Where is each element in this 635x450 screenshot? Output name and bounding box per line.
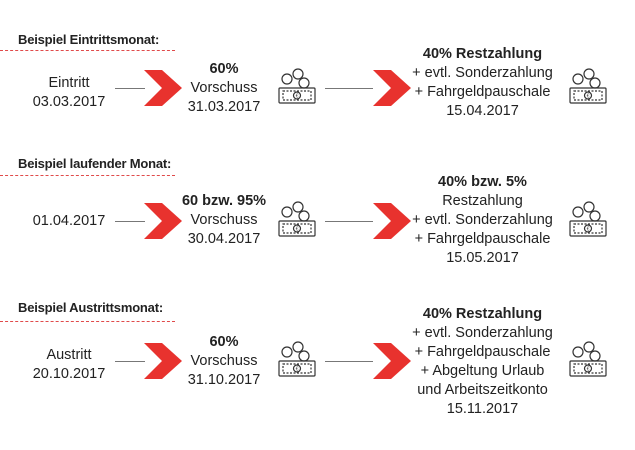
connector-line — [325, 221, 373, 222]
start-label: Austritt — [46, 347, 92, 363]
section-divider — [0, 175, 175, 176]
start-block-entry: Eintritt 03.03.2017 — [20, 74, 118, 112]
section-title-entry: Beispiel Eintrittsmonat: — [18, 32, 160, 47]
final-date: 15.11.2017 — [446, 401, 519, 417]
final-line: + evtl. Sonderzahlung — [412, 325, 553, 341]
advance-percent: 60% — [209, 334, 239, 350]
section-divider — [0, 321, 175, 322]
svg-text:€: € — [587, 94, 590, 100]
final-block-current: 40% bzw. 5% Restzahlung + evtl. Sonderza… — [400, 173, 565, 268]
svg-text:€: € — [587, 367, 590, 373]
money-coins-icon: € — [569, 341, 607, 377]
final-heading: 40% Restzahlung — [422, 306, 543, 322]
start-date: 20.10.2017 — [32, 366, 106, 382]
chevron-right-arrow-icon — [373, 343, 411, 379]
svg-text:€: € — [587, 227, 590, 233]
advance-label: Vorschuss — [190, 80, 258, 96]
connector-line — [115, 88, 145, 89]
final-line: + Fahrgeldpauschale — [414, 84, 551, 100]
chevron-right-arrow-icon — [144, 343, 182, 379]
final-line: + Abgeltung Urlaub — [420, 363, 545, 379]
start-label: Eintritt — [48, 75, 90, 91]
final-line: + evtl. Sonderzahlung — [412, 65, 553, 81]
advance-date: 30.04.2017 — [187, 231, 261, 247]
svg-text:€: € — [296, 367, 299, 373]
start-date: 01.04.2017 — [32, 213, 106, 229]
chevron-right-arrow-icon — [373, 70, 411, 106]
final-heading: 40% Restzahlung — [422, 46, 543, 62]
final-line: und Arbeitszeitkonto — [417, 382, 548, 398]
money-coins-icon: € — [278, 68, 316, 104]
advance-percent: 60% — [209, 61, 239, 77]
money-coins-icon: € — [278, 201, 316, 237]
final-heading: 40% bzw. 5% — [438, 174, 527, 190]
final-line: + Fahrgeldpauschale — [414, 344, 551, 360]
money-coins-icon: € — [278, 341, 316, 377]
final-line: Restzahlung — [442, 193, 523, 209]
section-title-exit: Beispiel Austrittsmonat: — [18, 300, 163, 315]
section-title-current: Beispiel laufender Monat: — [18, 156, 172, 171]
connector-line — [325, 88, 373, 89]
money-coins-icon: € — [569, 68, 607, 104]
advance-date: 31.10.2017 — [187, 372, 261, 388]
advance-label: Vorschuss — [190, 353, 258, 369]
advance-label: Vorschuss — [190, 212, 258, 228]
advance-block-exit: 60% Vorschuss 31.10.2017 — [170, 333, 278, 390]
svg-text:€: € — [296, 94, 299, 100]
advance-block-entry: 60% Vorschuss 31.03.2017 — [170, 60, 278, 117]
final-block-exit: 40% Restzahlung + evtl. Sonderzahlung + … — [400, 305, 565, 419]
chevron-right-arrow-icon — [144, 203, 182, 239]
final-line: + Fahrgeldpauschale — [414, 231, 551, 247]
start-block-exit: Austritt 20.10.2017 — [20, 346, 118, 384]
start-date: 03.03.2017 — [32, 94, 106, 110]
connector-line — [115, 221, 145, 222]
final-line: + evtl. Sonderzahlung — [412, 212, 553, 228]
advance-date: 31.03.2017 — [187, 99, 261, 115]
chevron-right-arrow-icon — [144, 70, 182, 106]
chevron-right-arrow-icon — [373, 203, 411, 239]
final-block-entry: 40% Restzahlung + evtl. Sonderzahlung + … — [400, 45, 565, 121]
svg-text:€: € — [296, 227, 299, 233]
connector-line — [115, 361, 145, 362]
section-divider — [0, 50, 175, 51]
advance-percent: 60 bzw. 95% — [181, 193, 267, 209]
final-date: 15.05.2017 — [446, 250, 519, 266]
connector-line — [325, 361, 373, 362]
advance-block-current: 60 bzw. 95% Vorschuss 30.04.2017 — [166, 192, 282, 249]
money-coins-icon: € — [569, 201, 607, 237]
start-block-current: 01.04.2017 — [20, 212, 118, 231]
final-date: 15.04.2017 — [446, 103, 519, 119]
